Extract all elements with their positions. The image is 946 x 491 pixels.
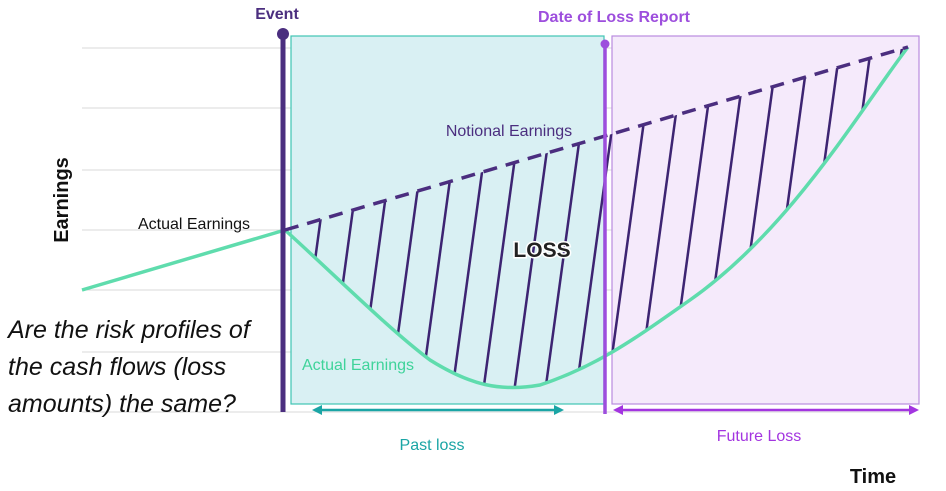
future-loss-label: Future Loss bbox=[717, 428, 801, 445]
date-of-loss-report-label: Date of Loss Report bbox=[538, 9, 691, 26]
past-loss-arrow bbox=[312, 405, 564, 415]
report-marker bbox=[600, 39, 610, 49]
actual-earnings-bottom-label: Actual Earnings bbox=[302, 357, 414, 374]
past-loss-region bbox=[290, 35, 605, 405]
y-axis-label: Earnings bbox=[51, 157, 73, 243]
x-axis-label: Time bbox=[850, 466, 896, 488]
actual-earnings-left-label: Actual Earnings bbox=[138, 216, 250, 233]
past-loss-label: Past loss bbox=[400, 437, 465, 454]
actual-earnings-pre-event-line bbox=[81, 228, 286, 292]
future-loss-arrow bbox=[613, 405, 919, 415]
actual-earnings-curve bbox=[283, 45, 910, 390]
loss-label: LOSS bbox=[513, 239, 570, 262]
question-text: Are the risk profiles of the cash flows … bbox=[8, 316, 250, 418]
event-marker bbox=[277, 28, 289, 40]
future-loss-region bbox=[611, 35, 920, 405]
notional-earnings-label: Notional Earnings bbox=[446, 123, 572, 140]
event-label: Event bbox=[255, 6, 299, 23]
notional-earnings-line bbox=[284, 45, 909, 232]
